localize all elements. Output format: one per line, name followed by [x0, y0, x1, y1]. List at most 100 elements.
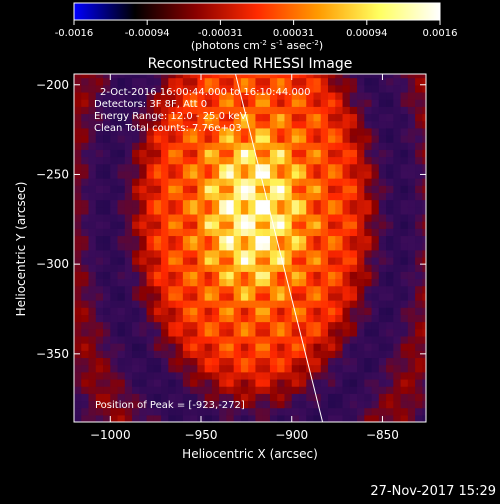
heatmap-cell	[240, 378, 249, 387]
heatmap-cell	[386, 185, 394, 193]
heatmap-cell	[415, 242, 423, 251]
heatmap-cell	[248, 170, 257, 179]
heatmap-cell	[175, 170, 184, 179]
heatmap-cell	[400, 199, 409, 208]
heatmap-cell	[407, 400, 416, 409]
heatmap-cell	[328, 221, 336, 229]
heatmap-cell	[393, 149, 402, 158]
heatmap-cell	[139, 192, 148, 201]
heatmap-cell	[407, 300, 416, 308]
heatmap-cell	[204, 414, 213, 422]
heatmap-cell	[335, 120, 344, 129]
heatmap-cell	[153, 242, 162, 251]
heatmap-cell	[415, 199, 423, 208]
heatmap-cell	[255, 74, 264, 79]
heatmap-cell	[364, 350, 373, 359]
heatmap-cell	[211, 91, 220, 100]
heatmap-cell	[248, 314, 257, 323]
heatmap-cell	[378, 271, 387, 280]
heatmap-cell	[81, 278, 90, 287]
heatmap-cell	[219, 74, 228, 79]
heatmap-cell	[110, 278, 119, 287]
heatmap-cell	[132, 134, 140, 143]
heatmap-cell	[386, 192, 394, 201]
heatmap-cell	[262, 357, 271, 366]
heatmap-cell	[124, 192, 133, 201]
heatmap-cell	[407, 77, 416, 86]
heatmap-cell	[204, 364, 213, 373]
heatmap-cell	[298, 199, 307, 208]
heatmap-cell	[81, 163, 90, 172]
heatmap-cell	[342, 199, 351, 208]
heatmap-cell	[95, 74, 104, 79]
heatmap-cell	[182, 127, 191, 136]
heatmap-cell	[117, 106, 126, 115]
heatmap-cell	[335, 343, 344, 351]
heatmap-cell	[407, 163, 416, 172]
heatmap-cell	[132, 213, 140, 222]
heatmap-cell	[110, 271, 119, 280]
heatmap-cell	[393, 400, 402, 409]
heatmap-cell	[364, 343, 373, 351]
heatmap-cell	[175, 292, 184, 301]
heatmap-cell	[335, 228, 344, 237]
heatmap-cell	[110, 235, 119, 244]
heatmap-cell	[357, 199, 365, 208]
heatmap-cell	[277, 163, 286, 172]
heatmap-cell	[81, 328, 90, 337]
heatmap-cell	[161, 127, 169, 136]
heatmap-cell	[284, 213, 293, 222]
heatmap-cell	[269, 285, 278, 294]
heatmap-cell	[139, 350, 148, 359]
heatmap-cell	[400, 393, 409, 402]
heatmap-cell	[132, 328, 140, 337]
heatmap-cell	[132, 163, 140, 172]
heatmap-cell	[132, 314, 140, 323]
heatmap-cell	[153, 256, 162, 265]
heatmap-cell	[233, 178, 242, 186]
heatmap-cell	[284, 74, 293, 79]
heatmap-cell	[146, 321, 155, 330]
heatmap-cell	[284, 314, 293, 323]
heatmap-cell	[313, 170, 322, 179]
heatmap-cell	[277, 149, 286, 158]
heatmap-cell	[124, 414, 133, 422]
heatmap-cell	[233, 256, 242, 265]
heatmap-cell	[103, 393, 111, 402]
heatmap-cell	[117, 264, 126, 272]
heatmap-cell	[110, 170, 119, 179]
heatmap-cell	[349, 300, 358, 308]
heatmap-cell	[103, 91, 111, 100]
heatmap-cell	[226, 407, 235, 416]
heatmap-cell	[103, 407, 111, 416]
heatmap-cell	[371, 271, 380, 280]
heatmap-cell	[211, 364, 220, 373]
heatmap-cell	[161, 357, 169, 366]
heatmap-cell	[248, 378, 257, 387]
heatmap-cell	[226, 199, 235, 208]
heatmap-cell	[393, 199, 402, 208]
heatmap-cell	[335, 350, 344, 359]
heatmap-cell	[175, 378, 184, 387]
heatmap-cell	[277, 371, 286, 380]
heatmap-cell	[248, 74, 257, 79]
heatmap-cell	[255, 400, 264, 409]
heatmap-cell	[400, 386, 409, 394]
heatmap-cell	[262, 84, 271, 93]
heatmap-cell	[95, 192, 104, 201]
heatmap-cell	[124, 91, 133, 100]
heatmap-cell	[298, 242, 307, 251]
heatmap-cell	[233, 393, 242, 402]
heatmap-cell	[277, 170, 286, 179]
heatmap-cell	[357, 142, 365, 150]
heatmap-cell	[74, 343, 82, 351]
heatmap-cell	[226, 213, 235, 222]
heatmap-cell	[219, 170, 228, 179]
heatmap-cell	[175, 400, 184, 409]
heatmap-cell	[248, 407, 257, 416]
heatmap-cell	[291, 285, 300, 294]
heatmap-cell	[248, 335, 257, 344]
heatmap-cell	[190, 199, 198, 208]
heatmap-cell	[422, 192, 426, 201]
heatmap-cell	[357, 127, 365, 136]
